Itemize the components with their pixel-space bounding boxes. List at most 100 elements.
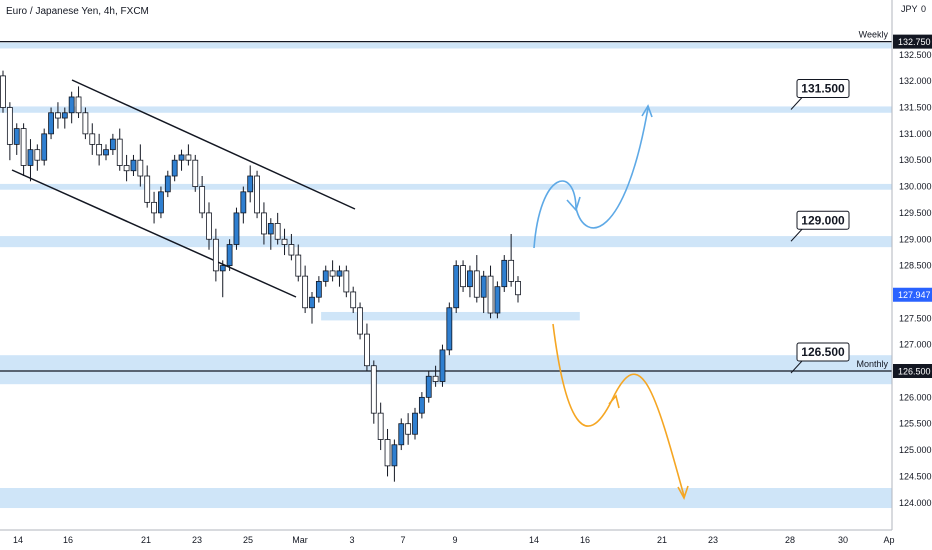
candle-21 — [144, 165, 151, 208]
candle-57 — [391, 439, 398, 482]
candle-38 — [261, 202, 267, 245]
candle-65 — [446, 302, 453, 356]
callout-0[interactable]: 131.500 — [790, 79, 850, 110]
candle-44 — [302, 265, 309, 314]
callout-label-2: 126.500 — [801, 345, 845, 359]
svg-text:127.947: 127.947 — [898, 290, 931, 300]
svg-text:126.500: 126.500 — [898, 367, 931, 377]
zone-3[interactable] — [0, 236, 892, 248]
x-tick-3: 23 — [192, 535, 202, 545]
y-tick-4: 130.500 — [899, 155, 932, 165]
y-tick-3: 131.000 — [899, 129, 932, 139]
y-tick-16: 124.500 — [899, 471, 932, 481]
candle-31 — [212, 228, 219, 282]
currency-suffix: 0 — [921, 4, 926, 14]
x-tick-10: 16 — [580, 535, 590, 545]
candle-37 — [254, 170, 260, 219]
bearish-arrow-head-2 — [677, 485, 689, 500]
callout-2[interactable]: 126.500 — [790, 342, 850, 374]
zone-6[interactable] — [0, 487, 892, 509]
x-tick-12: 23 — [708, 535, 718, 545]
candle-4 — [27, 139, 34, 182]
candle-6 — [41, 128, 48, 166]
descending-channel[interactable] — [11, 79, 356, 298]
zone-1[interactable] — [0, 106, 892, 113]
candle-46 — [315, 276, 322, 303]
callout-label-1: 129.000 — [801, 213, 845, 227]
y-tick-7: 129.000 — [899, 234, 932, 244]
candle-59 — [405, 413, 412, 445]
candle-56 — [384, 428, 391, 477]
bearish-arrow-head-1 — [608, 394, 620, 409]
channel-lower-line[interactable] — [11, 169, 297, 298]
candle-68 — [467, 265, 473, 298]
candle-3 — [20, 123, 27, 177]
y-tick-0: 132.500 — [899, 50, 932, 60]
candle-33 — [226, 239, 233, 271]
zone-2[interactable] — [0, 183, 892, 190]
candle-71 — [487, 265, 494, 319]
candle-61 — [418, 392, 425, 419]
support-resistance-zones — [0, 42, 892, 509]
candle-30 — [206, 202, 212, 250]
zone-5[interactable] — [0, 355, 892, 385]
candle-50 — [343, 265, 350, 298]
candle-58 — [398, 418, 405, 451]
candle-7 — [48, 107, 54, 140]
y-tick-6: 129.500 — [899, 208, 932, 218]
horizontal-levels: Weekly Monthly — [0, 30, 892, 372]
chart-title: Euro / Japanese Yen, 4h, FXCM — [6, 6, 149, 17]
candle-14 — [96, 133, 103, 166]
candle-48 — [329, 260, 336, 282]
candle-64 — [439, 344, 446, 387]
candle-28 — [192, 154, 199, 192]
x-tick-13: 28 — [785, 535, 795, 545]
candle-9 — [61, 107, 68, 129]
candle-27 — [185, 144, 192, 166]
y-tick-14: 125.500 — [899, 419, 932, 429]
x-tick-9: 14 — [529, 535, 539, 545]
candle-45 — [309, 291, 315, 324]
time-axis[interactable]: 14 16 21 23 25 Mar 3 7 9 14 16 21 23 28 30 Ap — [0, 529, 895, 545]
candle-2 — [13, 123, 20, 155]
candle-0 — [0, 70, 6, 113]
candle-34 — [233, 207, 240, 250]
candle-25 — [171, 154, 178, 182]
candle-73 — [501, 255, 508, 292]
candle-11 — [75, 86, 82, 119]
candle-8 — [55, 102, 61, 129]
y-tick-8: 128.500 — [899, 261, 932, 271]
candle-1 — [6, 102, 13, 161]
y-tick-2: 131.500 — [899, 103, 932, 113]
level-note-0: Weekly — [859, 30, 889, 40]
candle-35 — [240, 186, 247, 224]
price-axis[interactable]: 132.500 132.000 131.500 131.000 130.500 130.0… — [891, 0, 932, 530]
y-tick-15: 125.000 — [899, 445, 932, 455]
candle-47 — [322, 265, 329, 287]
candle-75 — [515, 276, 521, 303]
price-badge-0: 132.750 — [893, 34, 932, 49]
candle-20 — [137, 144, 144, 187]
projection-arrows[interactable] — [533, 104, 689, 500]
y-tick-1: 132.000 — [899, 76, 932, 86]
bullish-arrow-head-2 — [641, 104, 653, 118]
candle-60 — [412, 407, 418, 440]
candle-43 — [295, 244, 302, 282]
candle-70 — [480, 270, 487, 314]
zone-0[interactable] — [0, 42, 892, 49]
x-tick-5: Mar — [292, 535, 308, 545]
candle-74 — [508, 233, 515, 287]
callout-label-0: 131.500 — [801, 82, 845, 96]
channel-upper-line[interactable] — [71, 79, 356, 210]
x-tick-15: Ap — [883, 535, 894, 545]
candle-66 — [453, 260, 460, 314]
candlestick-series — [0, 70, 521, 482]
candle-18 — [123, 154, 130, 182]
candle-32 — [219, 260, 226, 298]
price-callouts: 131.500 129.000 126.500 — [790, 79, 850, 374]
y-tick-17: 124.000 — [899, 498, 932, 508]
callout-1[interactable]: 129.000 — [790, 210, 850, 242]
candle-19 — [130, 154, 137, 177]
candle-62 — [425, 371, 432, 403]
